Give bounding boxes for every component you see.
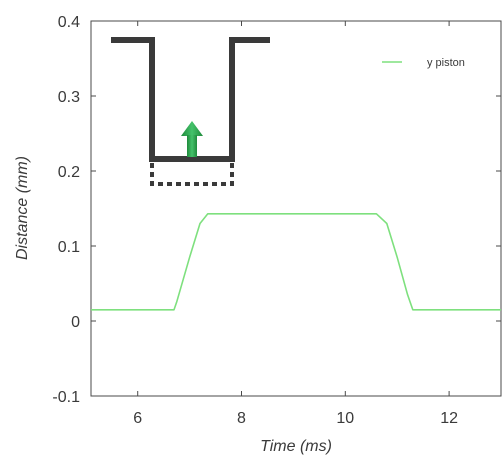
y-axis-title: Distance (mm): [14, 156, 31, 260]
legend: y piston: [382, 57, 465, 69]
legend-label: y piston: [427, 57, 465, 69]
axis-ticks: [91, 20, 501, 397]
piston-well-with-up-arrow-icon: [111, 37, 270, 186]
x-tick-label: 10: [336, 410, 354, 427]
up-arrow-icon: [181, 121, 203, 157]
x-axis-title: Time (ms): [260, 438, 332, 455]
y-tick-label: 0.2: [58, 164, 80, 181]
piston-lower-position: [150, 163, 234, 186]
y-tick-label: 0.4: [58, 14, 80, 31]
y-tick-label: 0.3: [58, 89, 80, 106]
x-tick-label: 12: [440, 410, 458, 427]
x-tick-label: 6: [133, 410, 142, 427]
y-tick-label: -0.1: [52, 389, 80, 406]
x-tick-label: 8: [237, 410, 246, 427]
plot-area: [90, 20, 502, 397]
well-outline: [111, 37, 270, 162]
y-tick-label: 0: [71, 314, 80, 331]
series-line-y-piston: [91, 213, 501, 311]
y-tick-label: 0.1: [58, 239, 80, 256]
